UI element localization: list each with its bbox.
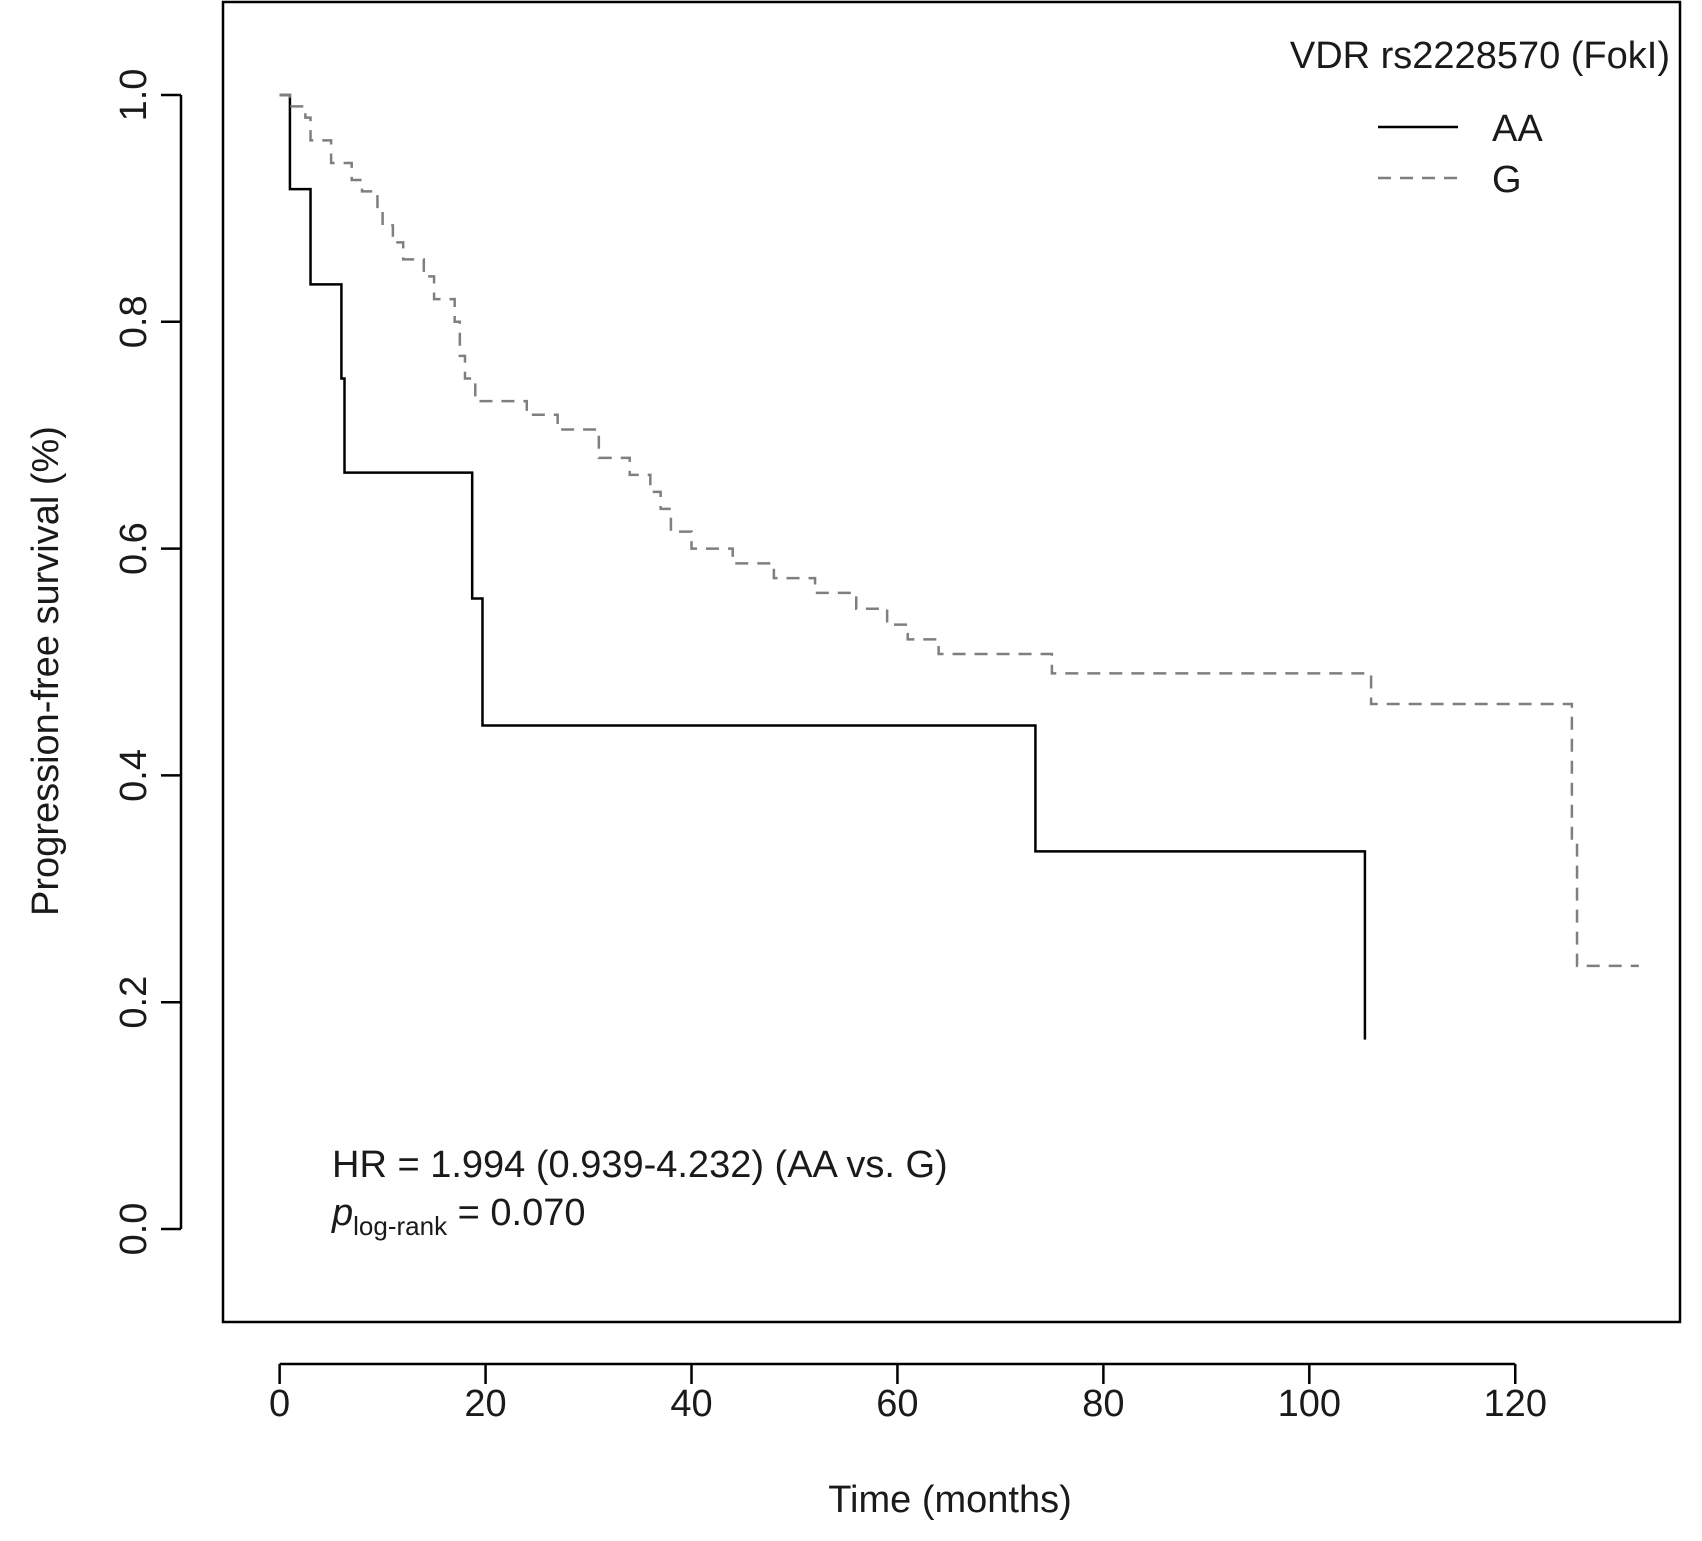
x-tick-label: 60 — [876, 1383, 918, 1425]
y-tick-label: 0.0 — [113, 1203, 155, 1256]
x-axis: 0 20 40 60 80 100 120 — [269, 1362, 1547, 1425]
plot-frame — [221, 0, 1682, 1324]
x-axis-title: Time (months) — [828, 1479, 1072, 1521]
p-value-text: plog-rank = 0.070 — [331, 1192, 585, 1241]
survival-curve-aa — [279, 93, 1367, 1040]
legend-label-g: G — [1492, 159, 1522, 201]
x-tick-label: 20 — [464, 1383, 506, 1425]
series-layer — [279, 93, 1639, 1040]
y-tick-label: 1.0 — [113, 69, 155, 122]
y-tick-label: 0.6 — [113, 522, 155, 575]
y-axis-title: Progression-free survival (%) — [25, 426, 67, 916]
annotations: HR = 1.994 (0.939-4.232) (AA vs. G) plog… — [331, 1144, 948, 1241]
legend-label-aa: AA — [1492, 108, 1543, 150]
x-tick-label: 0 — [269, 1383, 290, 1425]
p-value: = 0.070 — [447, 1192, 585, 1234]
x-tick-label: 100 — [1278, 1383, 1341, 1425]
legend-title: VDR rs2228570 (FokI) — [1290, 35, 1670, 77]
y-axis: 0.0 0.2 0.4 0.6 0.8 1.0 — [113, 69, 183, 1256]
hazard-ratio-text: HR = 1.994 (0.939-4.232) (AA vs. G) — [332, 1144, 948, 1186]
y-tick-label: 0.8 — [113, 295, 155, 348]
y-tick-label: 0.4 — [113, 749, 155, 802]
legend: VDR rs2228570 (FokI) AA G — [1290, 35, 1670, 201]
x-tick-label: 120 — [1484, 1383, 1547, 1425]
y-tick-label: 0.2 — [113, 976, 155, 1029]
p-subscript: log-rank — [353, 1211, 448, 1241]
p-symbol: p — [331, 1192, 353, 1234]
survival-curve-g — [279, 93, 1639, 968]
x-tick-label: 80 — [1082, 1383, 1124, 1425]
x-tick-label: 40 — [670, 1383, 712, 1425]
